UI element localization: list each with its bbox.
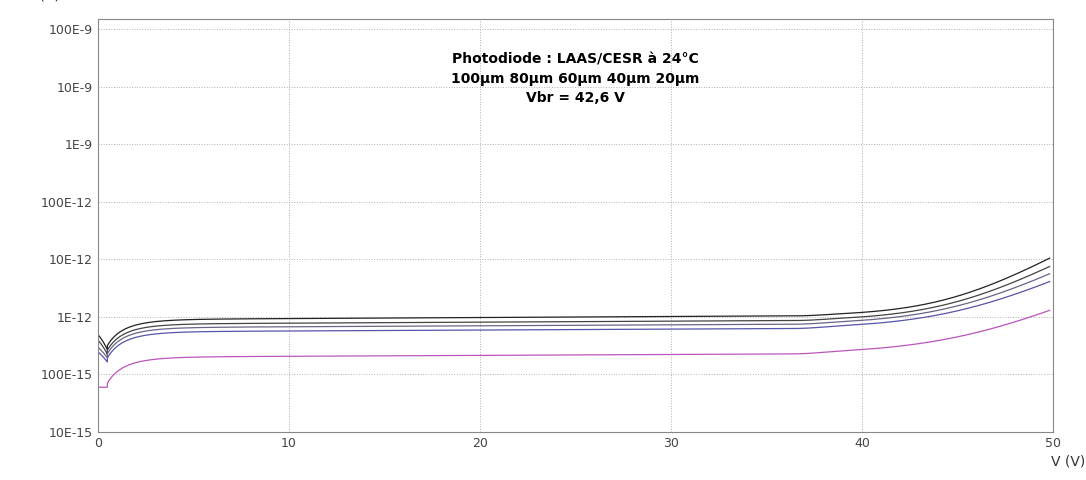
Y-axis label: I (A): I (A) <box>30 0 60 3</box>
Text: Photodiode : LAAS/CESR à 24°C
100μm 80μm 60μm 40μm 20μm
Vbr = 42,6 V: Photodiode : LAAS/CESR à 24°C 100μm 80μm… <box>452 52 699 105</box>
X-axis label: V (V): V (V) <box>1050 455 1085 468</box>
